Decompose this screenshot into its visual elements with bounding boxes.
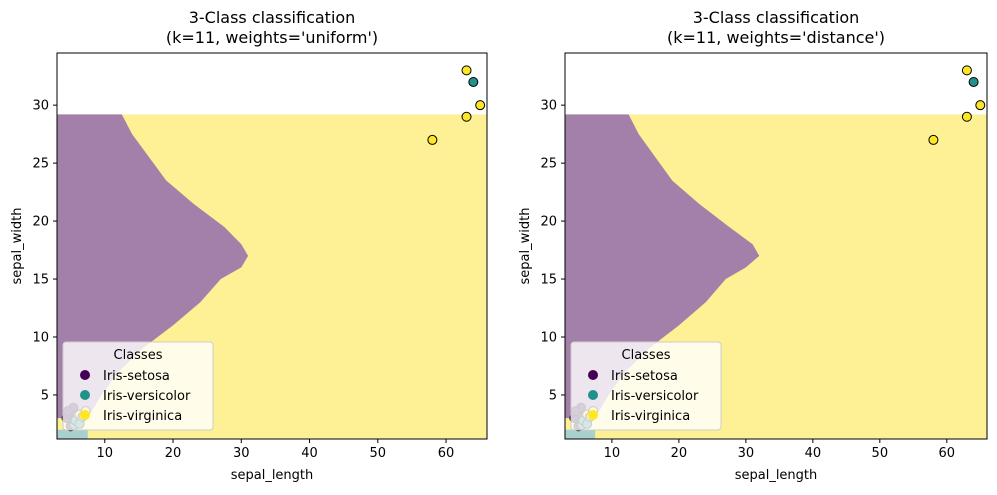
legend-marker-iris-virginica: [80, 410, 90, 420]
x-axis-label: sepal_length: [231, 468, 314, 483]
legend-box: [570, 341, 722, 431]
y-tick-label: 15: [540, 273, 557, 288]
data-point-iris-virginica-3: [928, 134, 939, 145]
legend: Classes Iris-setosa Iris-versicolor Iris-vi…: [62, 341, 214, 431]
data-point-iris-virginica-0: [961, 65, 972, 76]
y-tick-label: 15: [32, 273, 49, 288]
axes-frame: [56, 52, 488, 440]
region-setosa: [565, 429, 596, 439]
x-tick-label: 10: [97, 446, 114, 461]
chart-title-line: (k=11, weights='distance'): [667, 28, 885, 47]
x-tick-label: 20: [671, 446, 688, 461]
legend: Classes Iris-setosa Iris-versicolor Iris-vi…: [570, 341, 722, 431]
legend-entry-iris-virginica: Iris-virginica: [103, 409, 182, 424]
x-tick-label: 30: [738, 446, 755, 461]
x-tick-label: 60: [438, 446, 455, 461]
legend-box: [62, 341, 214, 431]
chart-panel-1: Classes Iris-setosa Iris-versicolor Iris-vi…: [10, 8, 488, 483]
x-tick-label: 60: [939, 446, 956, 461]
legend-entry-iris-setosa: Iris-setosa: [103, 369, 170, 384]
x-tick-label: 20: [165, 446, 182, 461]
legend-marker-iris-setosa: [80, 370, 90, 380]
legend-marker-iris-virginica: [588, 410, 598, 420]
chart-title: 3-Class classification (k=11, weights='un…: [166, 8, 378, 47]
data-point-iris-versicolor-0: [968, 76, 979, 87]
chart-title-line: 3-Class classification: [693, 8, 860, 27]
chart-panel-2: Classes Iris-setosa Iris-versicolor Iris-vi…: [518, 8, 988, 483]
region-setosa: [57, 429, 88, 439]
legend-entry-iris-versicolor: Iris-versicolor: [611, 389, 699, 404]
data-point-iris-virginica-0: [461, 65, 472, 76]
legend-title: Classes: [114, 348, 163, 363]
y-tick-label: 10: [540, 330, 557, 345]
x-axis-label: sepal_length: [735, 468, 818, 483]
legend-entry-iris-versicolor: Iris-versicolor: [103, 389, 191, 404]
data-point-iris-virginica-1: [475, 100, 486, 111]
x-tick-label: 50: [872, 446, 889, 461]
x-tick-label: 40: [301, 446, 318, 461]
legend-marker-iris-versicolor: [588, 390, 598, 400]
y-tick-label: 10: [32, 330, 49, 345]
data-point-iris-virginica-2: [961, 111, 972, 122]
y-axis-label: sepal_width: [10, 208, 25, 285]
y-tick-label: 20: [540, 215, 557, 230]
chart-title-line: (k=11, weights='uniform'): [166, 28, 378, 47]
legend-title: Classes: [622, 348, 671, 363]
data-point-iris-virginica-2: [461, 111, 472, 122]
data-point-iris-virginica-1: [975, 100, 986, 111]
axes-frame: [564, 52, 988, 440]
y-tick-label: 25: [32, 157, 49, 172]
data-point-iris-virginica-3: [427, 134, 438, 145]
y-axis-label: sepal_width: [518, 208, 533, 285]
y-tick-label: 5: [549, 388, 557, 403]
y-tick-label: 25: [540, 157, 557, 172]
y-tick-label: 30: [32, 99, 49, 114]
chart-title: 3-Class classification (k=11, weights='di…: [667, 8, 885, 47]
y-tick-label: 20: [32, 215, 49, 230]
legend-marker-iris-setosa: [588, 370, 598, 380]
x-tick-label: 30: [233, 446, 250, 461]
legend-entry-iris-setosa: Iris-setosa: [611, 369, 678, 384]
y-tick-label: 30: [540, 99, 557, 114]
legend-marker-iris-versicolor: [80, 390, 90, 400]
x-tick-label: 10: [604, 446, 621, 461]
y-tick-label: 5: [41, 388, 49, 403]
x-tick-label: 50: [370, 446, 387, 461]
x-tick-label: 40: [805, 446, 822, 461]
chart-title-line: 3-Class classification: [189, 8, 356, 27]
data-point-iris-versicolor-0: [468, 76, 479, 87]
legend-entry-iris-virginica: Iris-virginica: [611, 409, 690, 424]
